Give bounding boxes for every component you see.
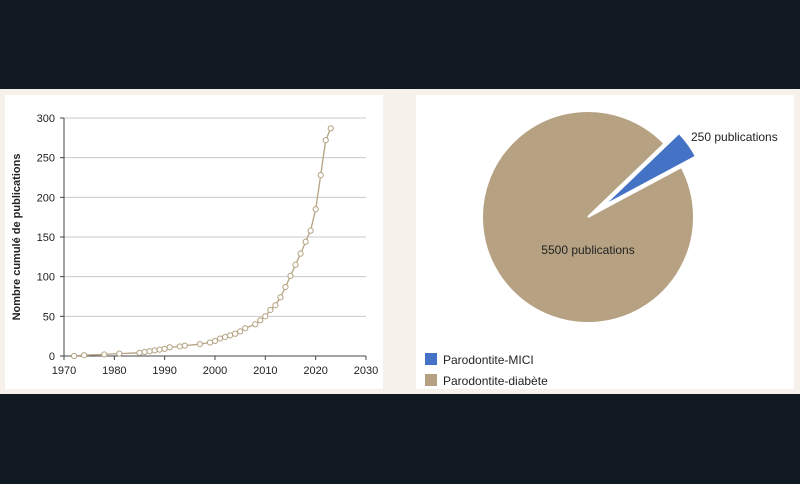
data-point [221,333,229,341]
data-point [211,337,219,345]
data-point [262,313,269,320]
publications-pie-chart: 250 publications 5500 publications Parodon… [425,110,778,388]
figure: 0 50 100 150 200 250 300 1970 1980 1990 2000 2010 20… [0,89,800,394]
data-point [287,272,294,279]
data-point [297,250,304,257]
data-point [101,351,108,358]
data-point [272,302,279,309]
data-point [317,172,324,179]
data-point [257,317,264,324]
line-chart-panel: 0 50 100 150 200 250 300 1970 1980 1990 2000 2010 20… [5,95,383,389]
data-label-diabete: 5500 publications [541,243,634,257]
legend-swatch [425,353,437,365]
data-point [196,341,203,348]
data-point [136,349,143,356]
y-tick-label: 250 [37,153,55,165]
x-tick-label: 2000 [203,365,227,377]
data-point [292,261,299,268]
y-tick-label: 150 [37,232,55,244]
y-axis-title: Nombre cumulé de publications [11,154,23,321]
y-tick-label: 0 [49,351,55,363]
data-point [141,348,148,356]
data-point [116,350,123,357]
pie-chart-panel: 250 publications 5500 publications Parodon… [416,95,794,389]
cumulative-publications-line-chart: 0 50 100 150 200 250 300 1970 1980 1990 2000 2010 20… [11,113,378,377]
series-line [74,128,332,357]
x-tick-label: 1990 [152,365,176,377]
data-point [252,321,259,328]
data-point [327,125,334,132]
data-point [307,227,314,234]
pie-slice-parodontite-mici [601,131,698,208]
y-tick-label: 100 [37,272,55,284]
data-point [81,352,88,359]
data-point [161,345,168,352]
x-tick-label: 2010 [253,365,277,377]
data-point [322,137,329,144]
data-point [312,206,319,213]
x-tick-label: 2020 [303,365,327,377]
data-point [176,343,183,350]
x-tick-label: 1970 [52,365,76,377]
legend-label: Parodontite-diabète [443,374,548,388]
data-point [216,335,224,342]
data-point [242,325,249,332]
data-point [70,352,78,360]
data-point [277,294,284,301]
y-tick-label: 50 [43,311,55,323]
data-point [206,339,214,346]
y-tick-label: 200 [37,192,55,204]
data-point [232,330,239,337]
data-point [267,306,274,314]
x-tick-label: 1980 [102,365,126,377]
pie-slice-parodontite-diabete [481,110,695,324]
data-label-mici: 250 publications [691,130,778,144]
data-point [237,328,244,335]
data-point [166,344,173,351]
data-point [146,348,153,355]
data-point [302,238,309,245]
data-point [151,347,158,354]
data-point [156,346,163,353]
y-tick-label: 300 [37,113,55,125]
legend-swatch [425,374,437,386]
data-point [282,283,289,291]
data-point [181,342,188,349]
data-point [227,332,234,339]
x-tick-label: 2030 [354,365,378,377]
legend-label: Parodontite-MICI [443,353,534,367]
